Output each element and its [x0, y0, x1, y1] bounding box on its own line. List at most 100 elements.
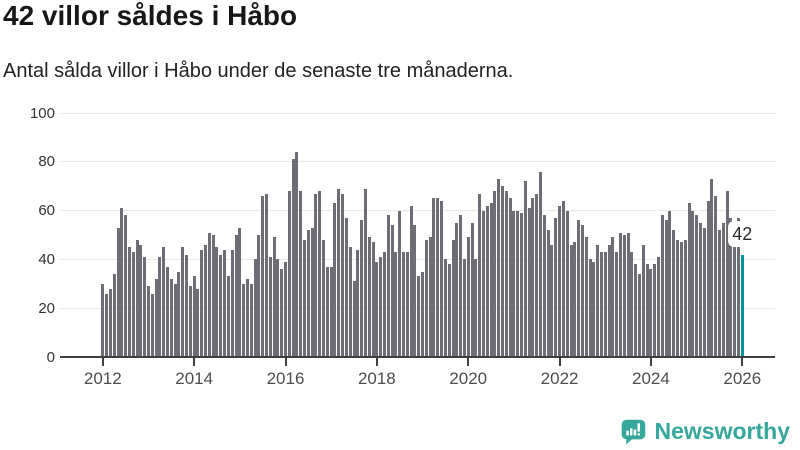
bar — [287, 191, 291, 357]
x-axis-label: 2024 — [632, 369, 670, 388]
bar — [634, 264, 638, 357]
bar — [386, 215, 390, 357]
bar — [329, 266, 333, 357]
bar — [523, 181, 527, 357]
bar — [188, 286, 192, 357]
bar — [112, 274, 116, 357]
current-value-label: 42 — [728, 220, 757, 247]
bar — [683, 239, 687, 357]
bar — [440, 200, 444, 357]
newsworthy-logo-icon — [621, 419, 645, 445]
y-axis-label: 40 — [38, 250, 55, 268]
bar — [462, 259, 466, 357]
bar — [424, 239, 428, 357]
bar — [272, 237, 276, 357]
bar — [478, 193, 482, 357]
bar — [539, 171, 543, 357]
x-axis-label: 2016 — [266, 369, 305, 388]
bar — [234, 235, 238, 357]
bar — [268, 256, 272, 357]
y-axis-label: 20 — [38, 299, 55, 317]
bar — [569, 244, 573, 357]
bar — [333, 203, 337, 357]
x-tick-mark — [558, 358, 561, 366]
x-tick-mark — [649, 358, 652, 366]
bar — [204, 244, 208, 357]
bar — [599, 252, 603, 357]
bar — [428, 237, 432, 357]
bar — [573, 242, 577, 357]
bar — [409, 205, 413, 357]
bar — [371, 242, 375, 357]
bar — [470, 222, 474, 357]
bar — [653, 264, 657, 357]
bar — [108, 288, 112, 357]
bar — [223, 249, 227, 357]
bar — [668, 210, 672, 357]
bar — [200, 249, 204, 357]
bar — [131, 252, 135, 357]
x-axis-label: 2014 — [175, 369, 214, 388]
bar — [565, 210, 569, 357]
bar — [173, 283, 177, 357]
bar — [143, 256, 147, 357]
bar — [162, 247, 166, 357]
bar — [101, 283, 105, 357]
bar — [546, 230, 550, 357]
bar — [158, 256, 162, 357]
bar — [154, 278, 158, 357]
bar — [363, 188, 367, 357]
bar — [211, 235, 215, 357]
bar — [192, 276, 196, 357]
bar — [664, 220, 668, 357]
bar — [717, 230, 721, 357]
x-tick-mark — [375, 358, 378, 366]
bar — [660, 215, 664, 357]
bar — [554, 217, 558, 357]
x-axis-label: 2022 — [540, 369, 579, 388]
bar — [146, 286, 150, 357]
brand-name: Newsworthy — [654, 418, 790, 444]
bar — [177, 271, 181, 357]
bar — [638, 274, 642, 357]
bar — [325, 266, 329, 357]
bar — [725, 191, 729, 357]
bar — [550, 244, 554, 357]
bar — [280, 269, 284, 357]
bar — [641, 244, 645, 357]
bar — [219, 254, 223, 357]
bar — [432, 198, 436, 357]
bar — [337, 188, 341, 357]
bar — [676, 239, 680, 357]
x-axis-label: 2020 — [449, 369, 488, 388]
bar — [413, 225, 417, 357]
bar — [417, 276, 421, 357]
bar — [352, 281, 356, 357]
bar — [150, 293, 154, 357]
bar — [459, 215, 463, 357]
bar — [630, 252, 634, 357]
bar — [622, 235, 626, 357]
bar — [245, 278, 249, 357]
bar — [276, 259, 280, 357]
bar — [310, 227, 314, 357]
bar — [249, 283, 253, 357]
y-axis-label: 60 — [38, 202, 55, 220]
bar — [481, 210, 485, 357]
x-tick-mark — [101, 358, 104, 366]
bar — [238, 227, 242, 357]
bar — [588, 259, 592, 357]
bar — [443, 259, 447, 357]
bar — [508, 198, 512, 357]
bar — [710, 178, 714, 357]
bar — [561, 200, 565, 357]
bar — [485, 205, 489, 357]
bar — [402, 252, 406, 357]
bar — [169, 278, 173, 357]
bar — [535, 193, 539, 357]
bar — [736, 217, 740, 357]
bar — [657, 256, 661, 357]
bar — [318, 191, 322, 357]
bar — [733, 225, 737, 357]
